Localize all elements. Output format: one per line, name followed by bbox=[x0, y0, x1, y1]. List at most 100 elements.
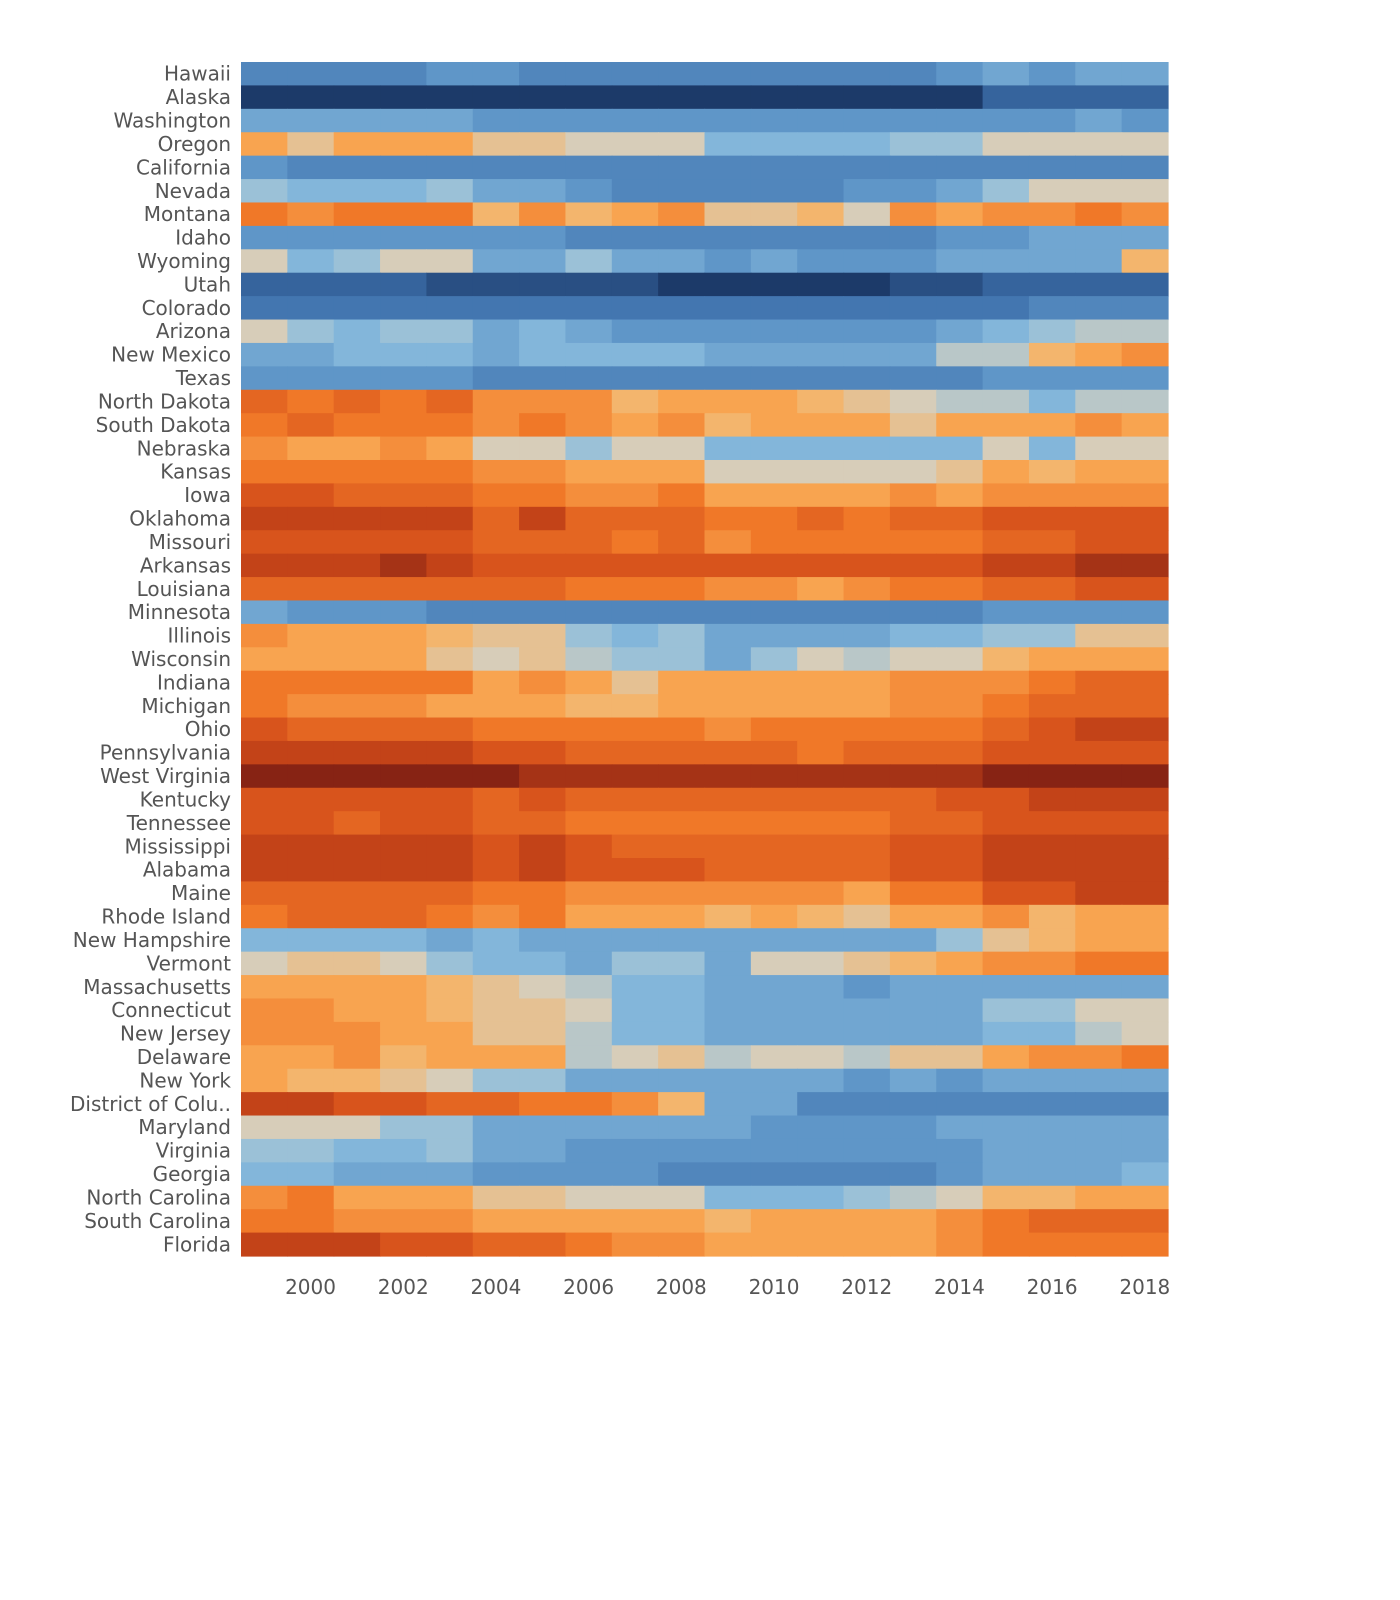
heatmap-cell bbox=[241, 670, 288, 695]
heatmap-cell bbox=[611, 694, 659, 719]
heatmap-cell bbox=[333, 975, 381, 1000]
heatmap-cell bbox=[565, 1232, 613, 1257]
heatmap-cell bbox=[797, 858, 845, 883]
heatmap-cell bbox=[1028, 530, 1076, 555]
heatmap-cell bbox=[426, 506, 474, 531]
heatmap-cell bbox=[797, 998, 845, 1023]
heatmap-cell bbox=[1075, 413, 1123, 438]
heatmap-cell bbox=[241, 179, 288, 204]
heatmap-cell bbox=[426, 904, 474, 929]
heatmap-cell bbox=[982, 366, 1030, 391]
heatmap-cell bbox=[982, 202, 1030, 227]
heatmap-cell bbox=[797, 1162, 845, 1187]
heatmap-cell bbox=[241, 928, 288, 953]
heatmap-cell bbox=[658, 506, 706, 531]
heatmap-cell bbox=[611, 506, 659, 531]
heatmap-cell bbox=[1075, 155, 1123, 180]
heatmap-cell bbox=[982, 319, 1030, 344]
heatmap-cell bbox=[565, 249, 613, 274]
x-tick-label: 2008 bbox=[656, 1275, 707, 1299]
heatmap-cell bbox=[426, 1138, 474, 1163]
heatmap-cell bbox=[565, 951, 613, 976]
heatmap-cell bbox=[241, 1092, 288, 1117]
heatmap-cell bbox=[936, 811, 984, 836]
heatmap-cell bbox=[936, 506, 984, 531]
heatmap-cell bbox=[1121, 1092, 1169, 1117]
row-label: Idaho bbox=[175, 226, 231, 250]
heatmap-cell bbox=[519, 1045, 567, 1070]
heatmap-cell bbox=[333, 1232, 381, 1257]
heatmap-cell bbox=[519, 764, 567, 789]
heatmap-cell bbox=[843, 1092, 891, 1117]
heatmap-cell bbox=[936, 904, 984, 929]
heatmap-cell bbox=[426, 1068, 474, 1093]
heatmap-cell bbox=[380, 436, 427, 461]
heatmap-cell bbox=[380, 1068, 427, 1093]
heatmap-cell bbox=[380, 1232, 427, 1257]
heatmap-cell bbox=[936, 272, 984, 297]
heatmap-cell bbox=[519, 1021, 567, 1046]
heatmap-cell bbox=[611, 577, 659, 602]
heatmap-cell bbox=[333, 272, 381, 297]
heatmap-cell bbox=[982, 787, 1030, 812]
heatmap-cell bbox=[704, 670, 752, 695]
heatmap-cell bbox=[519, 85, 567, 110]
heatmap-cell bbox=[519, 1068, 567, 1093]
heatmap-cell bbox=[380, 132, 427, 157]
heatmap-cell bbox=[1028, 483, 1076, 508]
heatmap-cell bbox=[1028, 694, 1076, 719]
heatmap-cell bbox=[380, 366, 427, 391]
heatmap-cell bbox=[380, 202, 427, 227]
heatmap-cell bbox=[380, 717, 427, 742]
heatmap-cell bbox=[333, 413, 381, 438]
heatmap-cell bbox=[380, 553, 427, 578]
heatmap-cell bbox=[704, 1092, 752, 1117]
heatmap-cell bbox=[380, 506, 427, 531]
heatmap-cell bbox=[611, 670, 659, 695]
heatmap-cell bbox=[982, 623, 1030, 648]
heatmap-cell bbox=[797, 764, 845, 789]
heatmap-cell bbox=[982, 1045, 1030, 1070]
row-label: District of Colu.. bbox=[70, 1092, 231, 1116]
heatmap-cell bbox=[426, 694, 474, 719]
heatmap-cell bbox=[380, 998, 427, 1023]
heatmap-cell bbox=[519, 787, 567, 812]
heatmap-cell bbox=[889, 1209, 937, 1234]
heatmap-cell bbox=[1075, 1209, 1123, 1234]
heatmap-cell bbox=[704, 1185, 752, 1210]
heatmap-cell bbox=[472, 858, 520, 883]
heatmap-cell bbox=[565, 787, 613, 812]
row-label: New Hampshire bbox=[73, 928, 231, 952]
heatmap-cell bbox=[426, 1115, 474, 1140]
heatmap-cell bbox=[1121, 811, 1169, 836]
heatmap-cell bbox=[1028, 506, 1076, 531]
heatmap-cell bbox=[936, 225, 984, 250]
heatmap-cell bbox=[241, 460, 288, 485]
heatmap-cell bbox=[889, 928, 937, 953]
heatmap-cell bbox=[1075, 740, 1123, 765]
heatmap-cell bbox=[287, 272, 335, 297]
heatmap-cell bbox=[426, 928, 474, 953]
heatmap-cell bbox=[797, 670, 845, 695]
heatmap-cell bbox=[797, 1185, 845, 1210]
heatmap-cell bbox=[287, 319, 335, 344]
heatmap-cell bbox=[1028, 272, 1076, 297]
heatmap-cell bbox=[1075, 62, 1123, 87]
heatmap-cell bbox=[797, 249, 845, 274]
heatmap-cell bbox=[611, 975, 659, 1000]
heatmap-cell bbox=[565, 1209, 613, 1234]
row-label: New Mexico bbox=[111, 343, 231, 367]
heatmap-cell bbox=[333, 85, 381, 110]
heatmap-cell bbox=[936, 1232, 984, 1257]
heatmap-cell bbox=[889, 975, 937, 1000]
heatmap-cell bbox=[936, 319, 984, 344]
heatmap-cell bbox=[287, 764, 335, 789]
heatmap-cell bbox=[426, 413, 474, 438]
heatmap-cell bbox=[889, 483, 937, 508]
heatmap-cell bbox=[889, 1162, 937, 1187]
heatmap-cell bbox=[565, 670, 613, 695]
heatmap-cell bbox=[1121, 1209, 1169, 1234]
heatmap-cell bbox=[472, 436, 520, 461]
heatmap-cell bbox=[333, 998, 381, 1023]
heatmap-cell bbox=[1121, 155, 1169, 180]
